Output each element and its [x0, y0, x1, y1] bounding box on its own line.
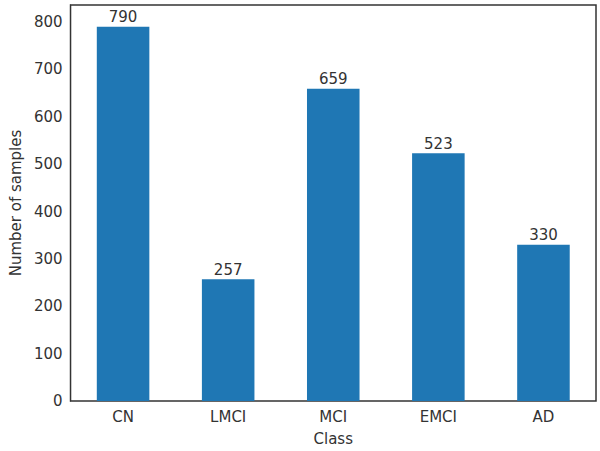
svg-text:Class: Class [314, 430, 354, 448]
svg-text:523: 523 [424, 135, 453, 153]
svg-text:Number of samples: Number of samples [7, 130, 25, 277]
svg-text:600: 600 [34, 108, 63, 126]
svg-text:659: 659 [319, 70, 348, 88]
svg-text:700: 700 [34, 60, 63, 78]
svg-text:0: 0 [53, 392, 63, 410]
svg-text:AD: AD [533, 408, 555, 426]
svg-text:CN: CN [112, 408, 134, 426]
svg-text:500: 500 [34, 155, 63, 173]
svg-text:400: 400 [34, 203, 63, 221]
svg-text:EMCI: EMCI [420, 408, 457, 426]
svg-text:330: 330 [529, 226, 558, 244]
svg-text:MCI: MCI [319, 408, 347, 426]
svg-text:100: 100 [34, 345, 63, 363]
svg-text:LMCI: LMCI [210, 408, 246, 426]
svg-text:200: 200 [34, 297, 63, 315]
svg-text:300: 300 [34, 250, 63, 268]
svg-text:257: 257 [214, 261, 243, 279]
svg-text:790: 790 [109, 8, 138, 26]
svg-text:800: 800 [34, 13, 63, 31]
